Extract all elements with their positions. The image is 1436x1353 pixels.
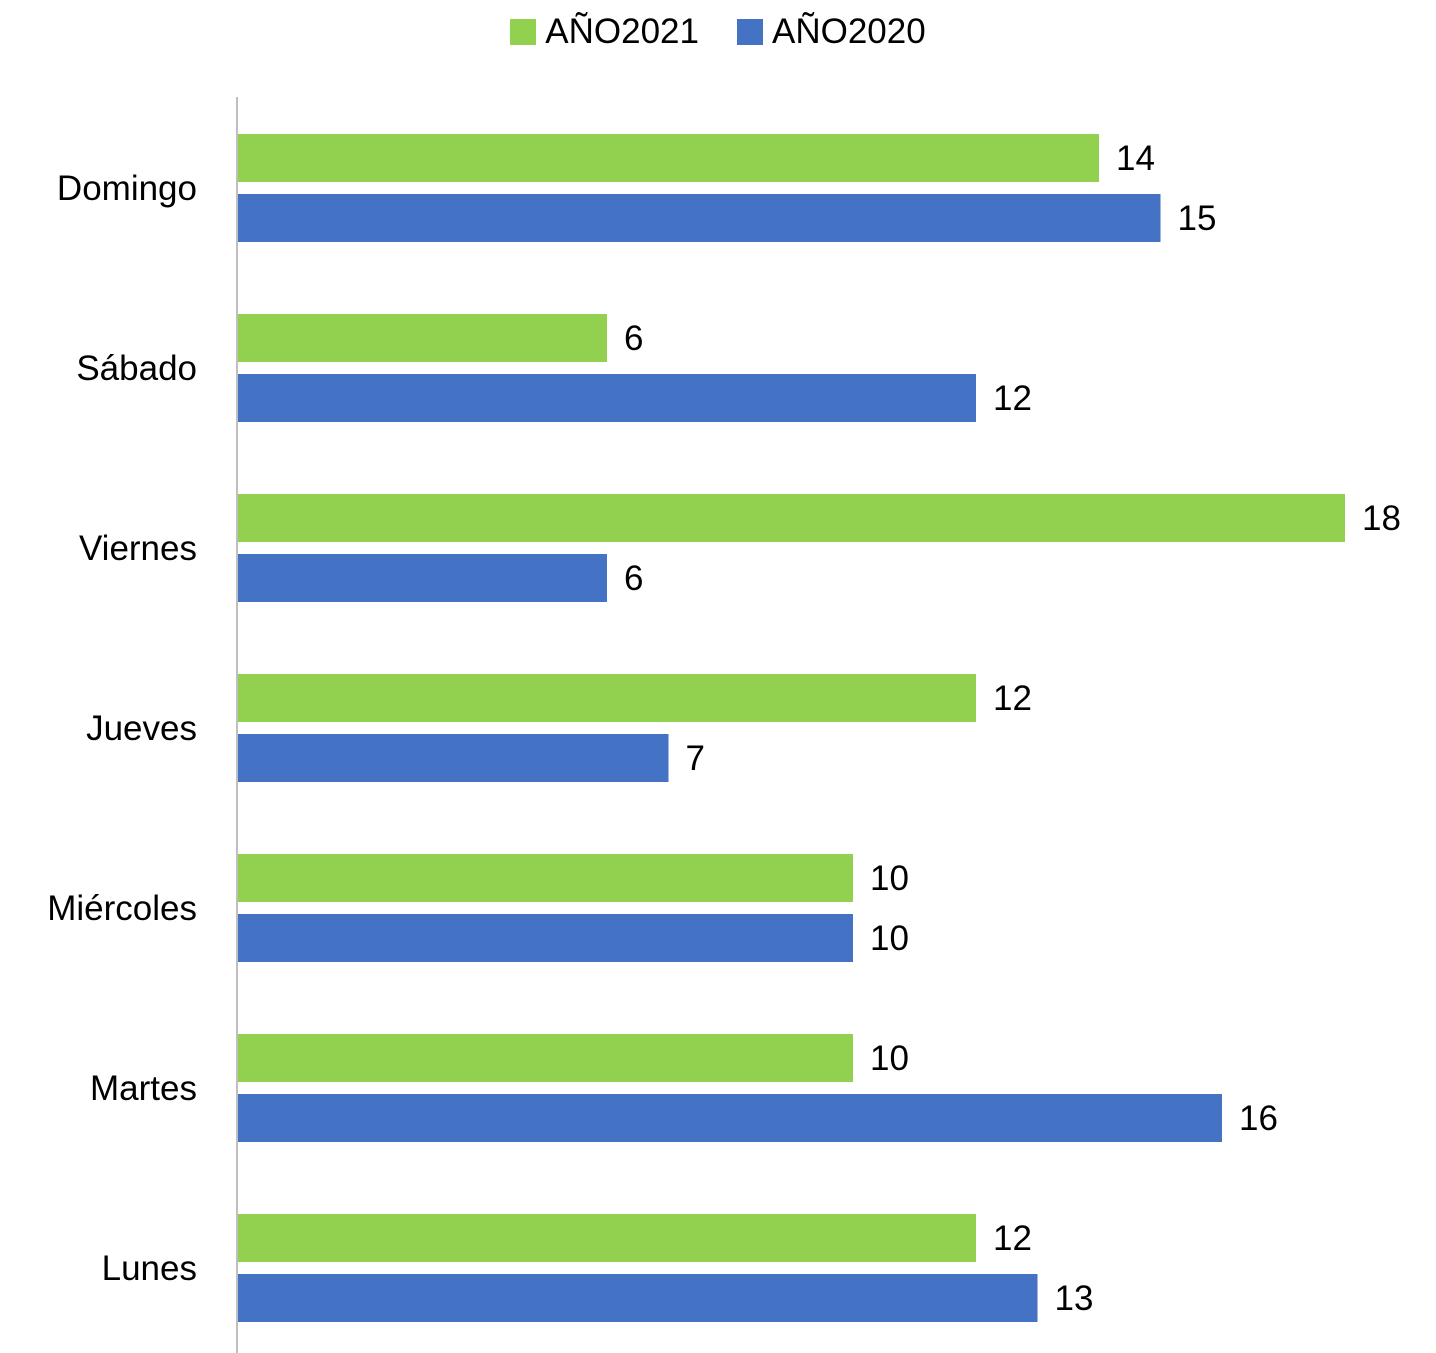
bar-series-1 [238, 314, 607, 362]
data-label: 12 [993, 679, 1032, 718]
category-label: Miércoles [47, 889, 197, 928]
category-label: Viernes [79, 529, 197, 568]
legend-label-series-2: AÑO2020 [772, 12, 926, 51]
category-label: Martes [90, 1069, 197, 1108]
data-label: 14 [1116, 139, 1155, 178]
bar-series-2 [238, 374, 976, 422]
category-label: Lunes [102, 1249, 197, 1288]
legend-item-series-2: AÑO2020 [737, 12, 926, 52]
data-label: 15 [1178, 199, 1217, 238]
category-label: Sábado [76, 349, 197, 388]
data-label: 10 [870, 1039, 909, 1078]
bar-series-2 [238, 194, 1161, 242]
data-label: 12 [993, 1219, 1032, 1258]
data-label: 6 [624, 559, 643, 598]
bar-series-1 [238, 134, 1099, 182]
bar-series-1 [238, 674, 976, 722]
category-label: Jueves [86, 709, 197, 748]
data-label: 7 [686, 739, 705, 778]
legend-swatch-series-1 [510, 19, 537, 45]
category-label: Domingo [57, 169, 197, 208]
bar-series-1 [238, 854, 853, 902]
data-label: 16 [1239, 1099, 1278, 1138]
legend-swatch-series-2 [737, 19, 763, 45]
bar-series-2 [238, 1094, 1222, 1142]
bar-series-2 [238, 914, 853, 962]
legend-item-series-1: AÑO2021 [510, 12, 699, 52]
data-label: 6 [624, 319, 643, 358]
data-label: 10 [870, 919, 909, 958]
data-label: 18 [1362, 499, 1401, 538]
bar-series-1 [238, 1214, 976, 1262]
bar-series-2 [238, 554, 607, 602]
data-label: 13 [1055, 1279, 1094, 1318]
bar-series-1 [238, 1034, 853, 1082]
bar-series-2 [238, 734, 669, 782]
bars-group: Domingo 14 15 Sábado 6 12 Viernes 18 6 Jueves 12 7 M… [47, 134, 1401, 1322]
data-label: 12 [993, 379, 1032, 418]
bar-series-1 [238, 494, 1345, 542]
legend-label-series-1: AÑO2021 [545, 12, 699, 51]
chart-legend: AÑO2021 AÑO2020 [0, 12, 1436, 52]
data-label: 10 [870, 859, 909, 898]
bar-series-2 [238, 1274, 1038, 1322]
